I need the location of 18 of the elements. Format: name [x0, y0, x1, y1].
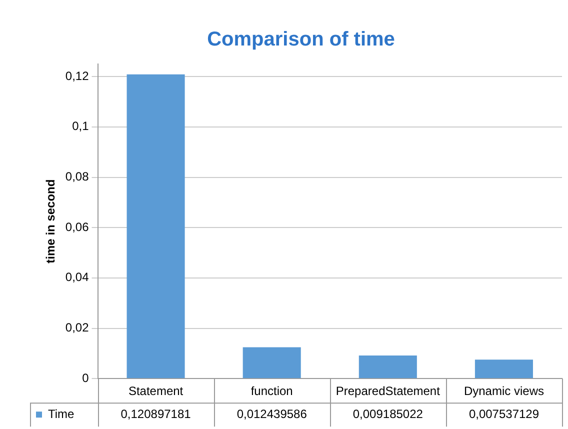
y-tick-label: 0 — [82, 370, 90, 385]
x-tick-label: PreparedStatement — [336, 384, 441, 398]
legend-label: Time — [48, 406, 75, 421]
x-tick-label: function — [250, 384, 293, 398]
y-tick-label: 0,06 — [65, 220, 90, 234]
x-tick-label: Statement — [128, 384, 184, 398]
y-tick-label: 0,04 — [65, 270, 90, 284]
y-tick-label: 0,12 — [65, 68, 90, 83]
y-axis-title: time in second — [44, 179, 58, 264]
chart-title: Comparison of time — [207, 28, 395, 51]
data-label: 0,120897181 — [120, 406, 192, 421]
y-tick-label: 0,02 — [65, 320, 90, 335]
data-label: 0,007537129 — [468, 406, 540, 421]
data-label: 0,009185022 — [352, 406, 424, 421]
data-label: 0,012439586 — [236, 406, 308, 421]
y-tick-label: 0,1 — [72, 119, 90, 134]
y-tick-label: 0,08 — [65, 170, 90, 184]
x-tick-label: Dynamic views — [464, 384, 544, 398]
